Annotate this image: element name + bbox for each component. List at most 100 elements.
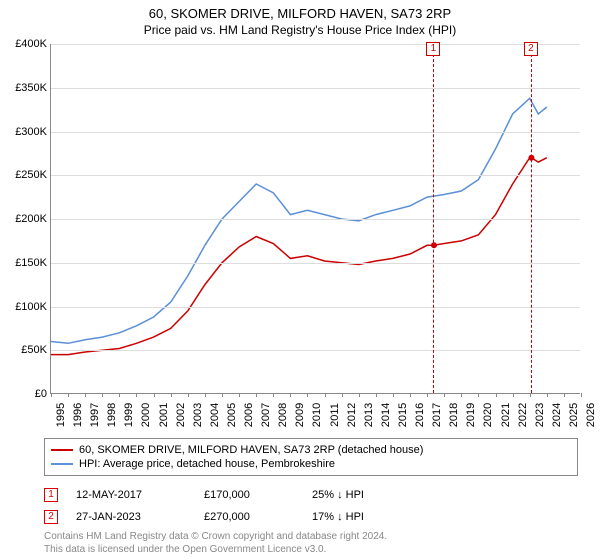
x-tick xyxy=(68,393,69,397)
x-axis-label: 2024 xyxy=(551,403,563,427)
x-tick xyxy=(325,393,326,397)
legend-area: 60, SKOMER DRIVE, MILFORD HAVEN, SA73 2R… xyxy=(44,438,578,528)
x-axis-label: 2019 xyxy=(465,403,477,427)
marker-box-1: 1 xyxy=(426,42,440,56)
x-tick xyxy=(461,393,462,397)
x-tick xyxy=(154,393,155,397)
x-axis-label: 2005 xyxy=(226,403,238,427)
x-axis-label: 2004 xyxy=(209,403,221,427)
series-price_paid xyxy=(51,158,547,355)
y-axis-label: £150K xyxy=(3,257,47,269)
x-tick xyxy=(205,393,206,397)
x-tick xyxy=(581,393,582,397)
title-block: 60, SKOMER DRIVE, MILFORD HAVEN, SA73 2R… xyxy=(0,0,600,37)
x-tick xyxy=(85,393,86,397)
x-axis-label: 1996 xyxy=(72,403,84,427)
x-axis-label: 2020 xyxy=(482,403,494,427)
x-tick xyxy=(359,393,360,397)
x-axis-label: 1998 xyxy=(106,403,118,427)
x-axis-label: 2016 xyxy=(414,403,426,427)
x-axis-label: 2023 xyxy=(534,403,546,427)
marker-box-2: 2 xyxy=(524,42,538,56)
x-axis-label: 2007 xyxy=(260,403,272,427)
x-tick xyxy=(51,393,52,397)
x-tick xyxy=(222,393,223,397)
x-tick xyxy=(410,393,411,397)
x-axis-label: 2002 xyxy=(175,403,187,427)
x-axis-label: 2021 xyxy=(500,403,512,427)
transaction-row: 2 27-JAN-2023 £270,000 17% ↓ HPI xyxy=(44,506,578,528)
legend-label: 60, SKOMER DRIVE, MILFORD HAVEN, SA73 2R… xyxy=(79,444,423,456)
marker-line-2 xyxy=(531,44,532,393)
legend-row-hpi: HPI: Average price, detached house, Pemb… xyxy=(51,457,571,471)
footer-line2: This data is licensed under the Open Gov… xyxy=(44,543,387,556)
legend-label: HPI: Average price, detached house, Pemb… xyxy=(79,458,335,470)
x-axis-label: 2000 xyxy=(140,403,152,427)
x-tick xyxy=(376,393,377,397)
y-axis-label: £250K xyxy=(3,169,47,181)
plot-region: £0£50K£100K£150K£200K£250K£300K£350K£400… xyxy=(50,44,580,394)
x-axis-label: 2015 xyxy=(397,403,409,427)
x-axis-label: 2013 xyxy=(363,403,375,427)
x-tick xyxy=(342,393,343,397)
x-axis-label: 2022 xyxy=(517,403,529,427)
transaction-marker: 2 xyxy=(44,510,58,524)
y-axis-label: £100K xyxy=(3,301,47,313)
x-tick xyxy=(273,393,274,397)
marker-line-1 xyxy=(433,44,434,393)
chart-area: £0£50K£100K£150K£200K£250K£300K£350K£400… xyxy=(50,44,580,394)
legend-swatch xyxy=(51,463,73,465)
x-tick xyxy=(478,393,479,397)
legend-swatch xyxy=(51,449,73,451)
transaction-diff: 17% ↓ HPI xyxy=(312,511,402,523)
x-axis-label: 2018 xyxy=(448,403,460,427)
gridline xyxy=(51,350,580,351)
legend-row-price_paid: 60, SKOMER DRIVE, MILFORD HAVEN, SA73 2R… xyxy=(51,443,571,457)
gridline xyxy=(51,219,580,220)
gridline xyxy=(51,307,580,308)
x-tick xyxy=(530,393,531,397)
transaction-table: 112-MAY-2017£170,00025% ↓ HPI 2 27-JAN-202… xyxy=(44,484,578,528)
chart-subtitle: Price paid vs. HM Land Registry's House … xyxy=(0,23,600,37)
gridline xyxy=(51,263,580,264)
transaction-row: 112-MAY-2017£170,00025% ↓ HPI xyxy=(44,484,578,506)
gridline xyxy=(51,175,580,176)
x-tick xyxy=(513,393,514,397)
y-axis-label: £200K xyxy=(3,213,47,225)
gridline xyxy=(51,44,580,45)
transaction-marker: 1 xyxy=(44,488,58,502)
x-axis-label: 2012 xyxy=(346,403,358,427)
y-axis-label: £50K xyxy=(3,344,47,356)
x-axis-label: 2017 xyxy=(431,403,443,427)
chart-title: 60, SKOMER DRIVE, MILFORD HAVEN, SA73 2R… xyxy=(0,6,600,21)
y-axis-label: £350K xyxy=(3,82,47,94)
x-tick xyxy=(444,393,445,397)
transaction-diff: 25% ↓ HPI xyxy=(312,489,402,501)
x-tick xyxy=(427,393,428,397)
x-tick xyxy=(136,393,137,397)
x-tick xyxy=(307,393,308,397)
transaction-date: 27-JAN-2023 xyxy=(76,511,186,523)
x-axis-label: 2001 xyxy=(158,403,170,427)
x-axis-label: 2003 xyxy=(192,403,204,427)
x-axis-label: 2025 xyxy=(568,403,580,427)
x-tick xyxy=(171,393,172,397)
transaction-price: £270,000 xyxy=(204,511,294,523)
y-axis-label: £300K xyxy=(3,126,47,138)
footer-line1: Contains HM Land Registry data © Crown c… xyxy=(44,530,387,543)
x-axis-label: 2014 xyxy=(380,403,392,427)
x-axis-label: 2008 xyxy=(277,403,289,427)
gridline xyxy=(51,132,580,133)
x-tick xyxy=(496,393,497,397)
gridline xyxy=(51,88,580,89)
x-axis-label: 2011 xyxy=(329,403,341,427)
x-axis-label: 1997 xyxy=(89,403,101,427)
legend-box: 60, SKOMER DRIVE, MILFORD HAVEN, SA73 2R… xyxy=(44,438,578,476)
x-tick xyxy=(393,393,394,397)
x-axis-label: 1995 xyxy=(55,403,67,427)
x-axis-label: 2006 xyxy=(243,403,255,427)
x-axis-label: 2010 xyxy=(311,403,323,427)
x-tick xyxy=(102,393,103,397)
y-axis-label: £400K xyxy=(3,38,47,50)
x-tick xyxy=(239,393,240,397)
